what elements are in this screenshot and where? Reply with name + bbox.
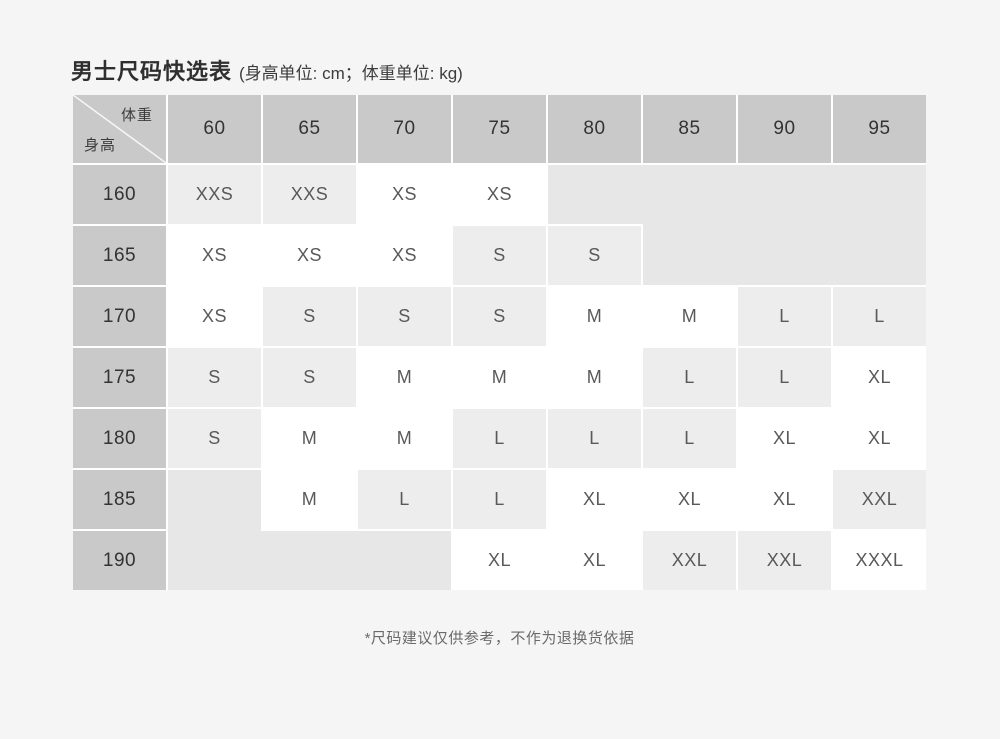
size-cell: XS	[453, 165, 546, 224]
size-cell: XS	[358, 226, 451, 285]
size-cell: S	[453, 226, 546, 285]
size-cell: XL	[738, 470, 831, 529]
height-row-header: 180	[73, 409, 166, 468]
size-cell: M	[358, 409, 451, 468]
empty-cell	[358, 531, 451, 590]
size-cell: XXL	[833, 470, 926, 529]
size-cell: XL	[833, 348, 926, 407]
weight-col-header: 95	[833, 95, 926, 163]
footnote: *尺码建议仅供参考，不作为退换货依据	[364, 630, 635, 647]
weight-col-header: 70	[358, 95, 451, 163]
size-cell: M	[548, 348, 641, 407]
size-cell: L	[453, 409, 546, 468]
size-cell: XXS	[168, 165, 261, 224]
size-cell: L	[738, 348, 831, 407]
size-cell: L	[548, 409, 641, 468]
empty-cell	[833, 226, 926, 285]
height-row-header: 190	[73, 531, 166, 590]
size-cell: S	[358, 287, 451, 346]
size-cell: XXS	[263, 165, 356, 224]
size-cell: L	[643, 409, 736, 468]
size-cell: XL	[643, 470, 736, 529]
size-cell: XS	[168, 287, 261, 346]
size-cell: S	[263, 287, 356, 346]
size-cell: XS	[263, 226, 356, 285]
size-cell: XXL	[738, 531, 831, 590]
empty-cell	[263, 531, 358, 590]
size-cell: XL	[548, 531, 641, 590]
size-cell: L	[643, 348, 736, 407]
empty-cell	[643, 226, 738, 285]
height-row-header: 165	[73, 226, 166, 285]
size-cell: XS	[168, 226, 261, 285]
size-cell: S	[168, 409, 261, 468]
weight-col-header: 85	[643, 95, 736, 163]
size-cell: S	[548, 226, 641, 285]
height-axis-label: 身高	[84, 137, 117, 154]
empty-cell	[548, 165, 643, 224]
size-cell: L	[738, 287, 831, 346]
height-row-header: 175	[73, 348, 166, 407]
weight-col-header: 75	[453, 95, 546, 163]
weight-axis-label: 体重	[120, 107, 153, 124]
empty-cell	[168, 470, 261, 531]
size-cell: M	[453, 348, 546, 407]
size-cell: M	[358, 348, 451, 407]
size-cell: M	[643, 287, 736, 346]
weight-col-header: 65	[263, 95, 356, 163]
size-cell: M	[263, 470, 356, 529]
empty-cell	[738, 165, 833, 226]
size-chart-table: 体重 身高 60 65 70 75 80 85 90 95 160 165 170 175 180 185 19…	[73, 95, 926, 590]
empty-cell	[643, 165, 738, 226]
height-row-header: 170	[73, 287, 166, 346]
axis-corner-cell: 体重 身高	[73, 95, 166, 163]
size-cell: S	[168, 348, 261, 407]
size-cell: XL	[833, 409, 926, 468]
height-row-header: 185	[73, 470, 166, 529]
size-cell: S	[263, 348, 356, 407]
empty-cell	[833, 165, 926, 226]
size-cell: M	[263, 409, 356, 468]
size-cell: L	[358, 470, 451, 529]
page-title: 男士尺码快选表	[71, 59, 233, 84]
size-cell: XXXL	[833, 531, 926, 590]
page-title-row: 男士尺码快选表 (身高单位: cm；体重单位: kg)	[71, 54, 463, 86]
empty-cell	[168, 531, 263, 590]
size-cell: XS	[358, 165, 451, 224]
weight-col-header: 80	[548, 95, 641, 163]
empty-cell	[738, 226, 833, 285]
size-cell: XXL	[643, 531, 736, 590]
weight-col-header: 90	[738, 95, 831, 163]
page-title-units: (身高单位: cm；体重单位: kg)	[239, 64, 463, 83]
size-cell: XL	[738, 409, 831, 468]
size-cell: XL	[548, 470, 641, 529]
size-cell: M	[548, 287, 641, 346]
size-cell: L	[833, 287, 926, 346]
size-cell: XL	[453, 531, 546, 590]
size-cell: L	[453, 470, 546, 529]
size-cell: S	[453, 287, 546, 346]
diagonal-divider	[73, 95, 166, 163]
height-row-header: 160	[73, 165, 166, 224]
weight-col-header: 60	[168, 95, 261, 163]
